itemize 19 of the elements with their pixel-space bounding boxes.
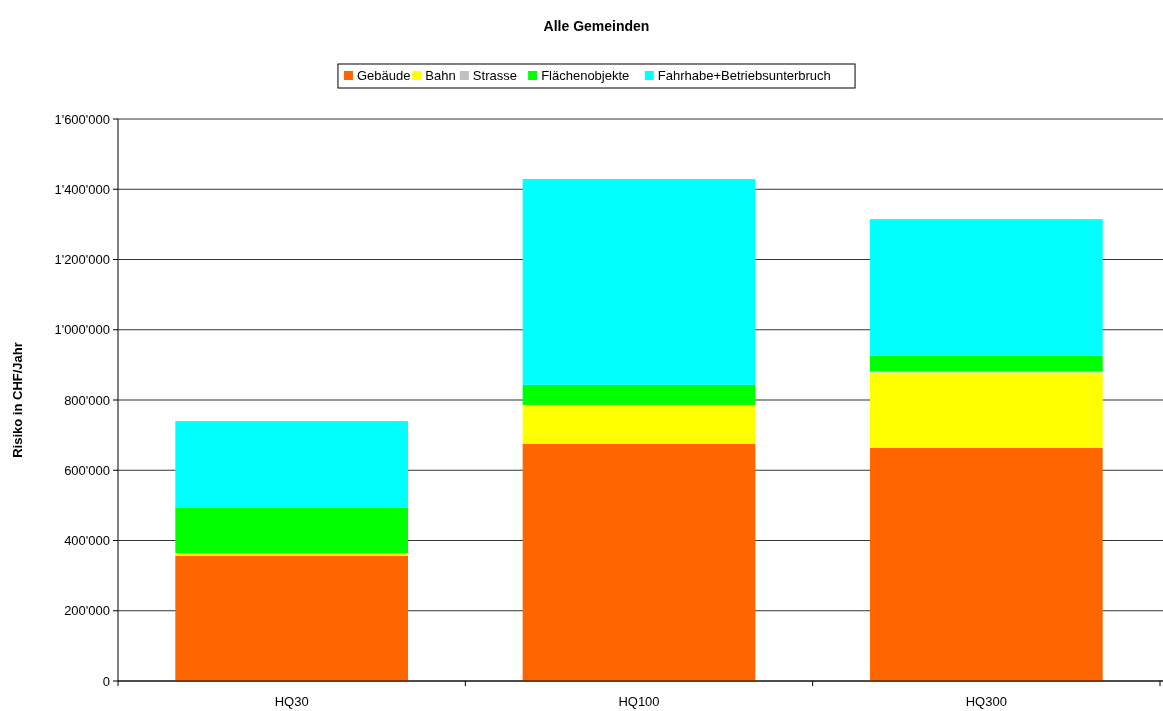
legend-label: Gebäude [356,68,411,83]
y-tick-label: 1'600'000 [54,111,110,127]
x-tick-label: HQ100 [618,694,660,709]
x-tick-label: HQ30 [274,694,309,709]
x-tick-label: HQ300 [965,694,1007,709]
y-tick-label: 600'000 [64,462,110,478]
chart-title: Alle Gemeinden [543,18,650,34]
y-tick-label: 0 [102,673,110,689]
legend-label: Bahn [425,68,456,83]
y-tick-label: 400'000 [64,533,110,548]
y-tick-label: 1'200'000 [54,252,110,267]
y-tick-label: 1'400'000 [54,181,110,197]
y-tick-label: 200'000 [64,603,110,619]
y-tick-label: 800'000 [64,392,110,408]
legend-label: Flächenobjekte [541,68,630,83]
y-axis-title: Risiko in CHF/Jahr [10,342,25,458]
legend-label: Strasse [472,68,517,83]
y-tick-label: 1'000'000 [54,322,110,338]
legend-label: Fahrhabe+Betriebsunterbruch [657,68,831,83]
